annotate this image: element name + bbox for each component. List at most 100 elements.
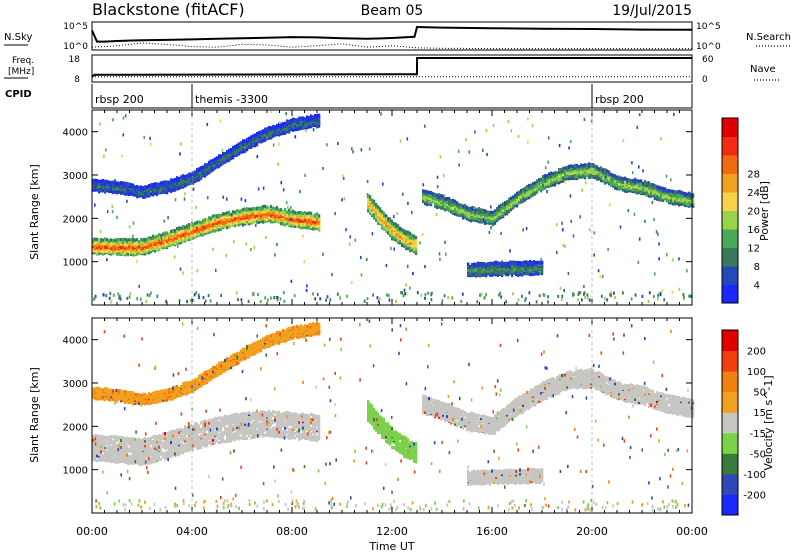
power-cell	[92, 185, 95, 189]
power-cell	[440, 200, 443, 204]
power-cell	[212, 214, 215, 218]
power-cell	[100, 244, 103, 248]
power-cell	[542, 175, 545, 179]
power-cell	[130, 245, 133, 249]
power-cell	[98, 238, 101, 242]
power-cell	[172, 232, 175, 236]
power-cell	[236, 209, 239, 213]
power-cell	[381, 226, 384, 230]
power-cell	[224, 155, 227, 159]
power-cell	[576, 169, 579, 173]
power-cell	[504, 209, 507, 213]
power-cell	[276, 209, 279, 213]
power-cell	[540, 179, 543, 183]
power-cell	[494, 217, 497, 221]
power-cell	[126, 181, 129, 186]
power-cell	[310, 121, 313, 125]
power-cell	[138, 248, 141, 252]
power-cell	[190, 226, 193, 230]
power-cell	[568, 177, 571, 181]
power-cell	[484, 219, 487, 224]
power-cell	[554, 183, 557, 187]
power-cell	[106, 179, 109, 183]
power-cell	[566, 165, 569, 169]
power-cell	[164, 233, 167, 237]
noise-ytick-top: 10^5	[63, 22, 88, 32]
power-cell	[242, 147, 245, 151]
power-cell	[632, 187, 635, 191]
power-cell	[226, 226, 229, 230]
power-cell	[108, 244, 111, 248]
power-cell	[306, 225, 309, 229]
power-cell	[232, 145, 235, 150]
noise-panel-frame	[91, 21, 693, 51]
power-cell	[413, 244, 416, 248]
power-cell	[156, 182, 159, 186]
power-cell	[674, 190, 677, 194]
power-cell	[472, 218, 475, 222]
power-cell	[375, 205, 378, 209]
power-cell	[310, 221, 313, 226]
power-cell	[564, 166, 567, 170]
power-cell	[246, 148, 249, 152]
power-cell	[130, 243, 133, 247]
power-cell	[108, 180, 111, 184]
power-cell	[156, 187, 159, 191]
power-cell	[485, 262, 488, 267]
power-cell	[238, 209, 241, 213]
power-cell	[294, 219, 297, 223]
power-cell	[256, 132, 259, 136]
power-cell	[164, 180, 167, 184]
power-cell	[550, 181, 553, 185]
power-cell	[385, 221, 388, 225]
power-cell	[562, 166, 565, 170]
power-cell	[556, 173, 559, 177]
power-cell	[604, 171, 607, 176]
power-cell	[242, 207, 245, 211]
power-cell	[224, 224, 227, 228]
power-cell	[480, 208, 483, 212]
power-cell	[202, 233, 205, 237]
power-cell	[136, 244, 139, 248]
power-cell	[405, 246, 408, 251]
power-cell	[397, 234, 400, 238]
power-cell	[491, 261, 494, 266]
power-cell	[479, 272, 482, 276]
power-cell	[314, 222, 317, 226]
power-cell	[262, 209, 265, 213]
power-cell	[274, 211, 277, 215]
power-cell	[411, 245, 414, 249]
power-cell	[660, 186, 663, 190]
power-cell	[494, 209, 497, 213]
power-cell	[496, 207, 499, 211]
power-cell	[132, 184, 135, 188]
power-cell	[160, 241, 163, 245]
power-cell	[130, 252, 133, 256]
power-cell	[274, 207, 277, 211]
power-cell	[604, 168, 607, 172]
power-cell	[224, 212, 227, 216]
power-cell	[138, 185, 141, 190]
power-cell	[146, 245, 149, 250]
power-cell	[220, 213, 223, 217]
power-cell	[502, 202, 505, 206]
power-cell	[526, 186, 529, 190]
power-cell	[642, 187, 645, 192]
power-cell	[248, 213, 251, 217]
nave-ytick-bottom: 0	[702, 75, 708, 85]
power-cell	[310, 114, 313, 118]
cpid-label: CPID	[5, 89, 32, 100]
power-cell	[540, 184, 543, 188]
power-cell	[194, 173, 197, 177]
power-cell	[172, 178, 175, 182]
power-cell	[174, 232, 177, 236]
power-cell	[464, 211, 467, 215]
power-cell	[184, 228, 187, 232]
power-cell	[180, 175, 183, 179]
power-cell	[108, 250, 111, 254]
power-cell	[391, 219, 394, 223]
power-cell	[470, 206, 473, 210]
power-cell	[584, 166, 587, 171]
power-cell	[446, 207, 449, 211]
power-cell	[134, 244, 137, 248]
